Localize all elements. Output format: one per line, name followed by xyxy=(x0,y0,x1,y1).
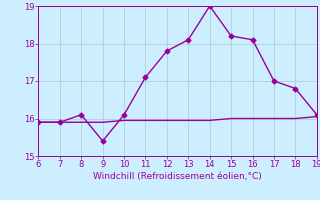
X-axis label: Windchill (Refroidissement éolien,°C): Windchill (Refroidissement éolien,°C) xyxy=(93,172,262,181)
